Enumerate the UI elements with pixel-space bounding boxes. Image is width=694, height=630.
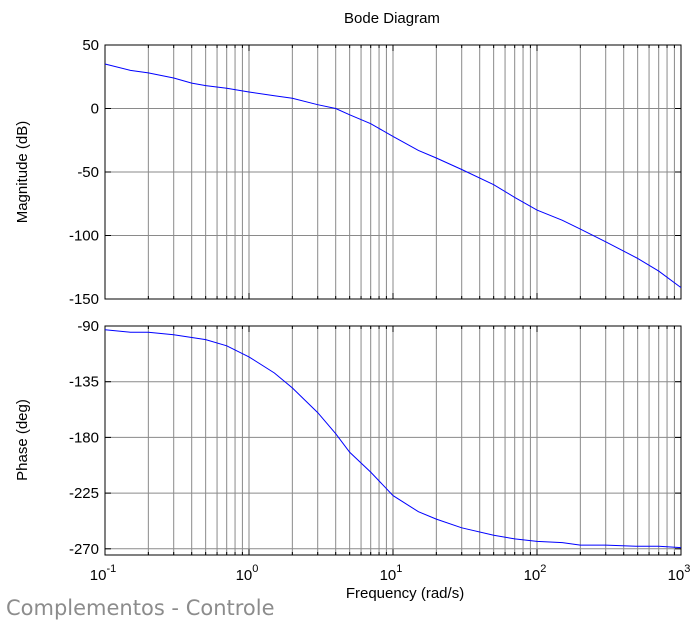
magnitude-panel: 50 0 -50 -100 -150 Magnitude (dB) (14, 37, 682, 308)
phase-y-tick-label: -180 (69, 429, 99, 446)
phase-y-axis-label: Phase (deg) (14, 399, 31, 481)
x-axis-label: Frequency (rad/s) (346, 585, 464, 602)
magnitude-grid (105, 44, 681, 300)
phase-axes-frame (104, 325, 682, 556)
magnitude-y-tick-label: -100 (69, 228, 99, 245)
x-tick-label: 103 (668, 563, 691, 584)
x-tick-label: 10-1 (90, 563, 116, 584)
x-tick-label: 100 (236, 563, 259, 584)
frequency-x-ticks: 10-1 100 101 102 103 (90, 563, 691, 584)
magnitude-y-tick-label: 50 (82, 37, 99, 54)
phase-series (104, 329, 682, 549)
phase-y-tick-label: -225 (69, 485, 99, 502)
phase-y-tick-label: -135 (69, 374, 99, 391)
magnitude-y-axis-label: Magnitude (dB) (14, 121, 31, 224)
x-tick-label: 102 (524, 563, 547, 584)
magnitude-response-line (104, 63, 682, 289)
phase-y-ticks: -90 -135 -180 -225 -270 (69, 318, 99, 558)
phase-response-line (104, 329, 682, 549)
x-tick-label: 101 (380, 563, 403, 584)
magnitude-y-ticks: 50 0 -50 -100 -150 (69, 37, 99, 308)
magnitude-series (104, 63, 682, 289)
magnitude-y-tick-label: -50 (77, 164, 99, 181)
magnitude-axes-frame (104, 44, 682, 300)
footer-caption: Complementos - Controle (6, 596, 275, 620)
magnitude-y-tick-label: 0 (91, 101, 99, 118)
phase-grid (105, 325, 681, 555)
magnitude-y-tick-label: -150 (69, 291, 99, 308)
chart-title: Bode Diagram (344, 10, 440, 27)
phase-y-tick-label: -270 (69, 541, 99, 558)
phase-panel: -90 -135 -180 -225 -270 Phase (deg) (14, 318, 682, 558)
phase-y-tick-label: -90 (77, 318, 99, 335)
